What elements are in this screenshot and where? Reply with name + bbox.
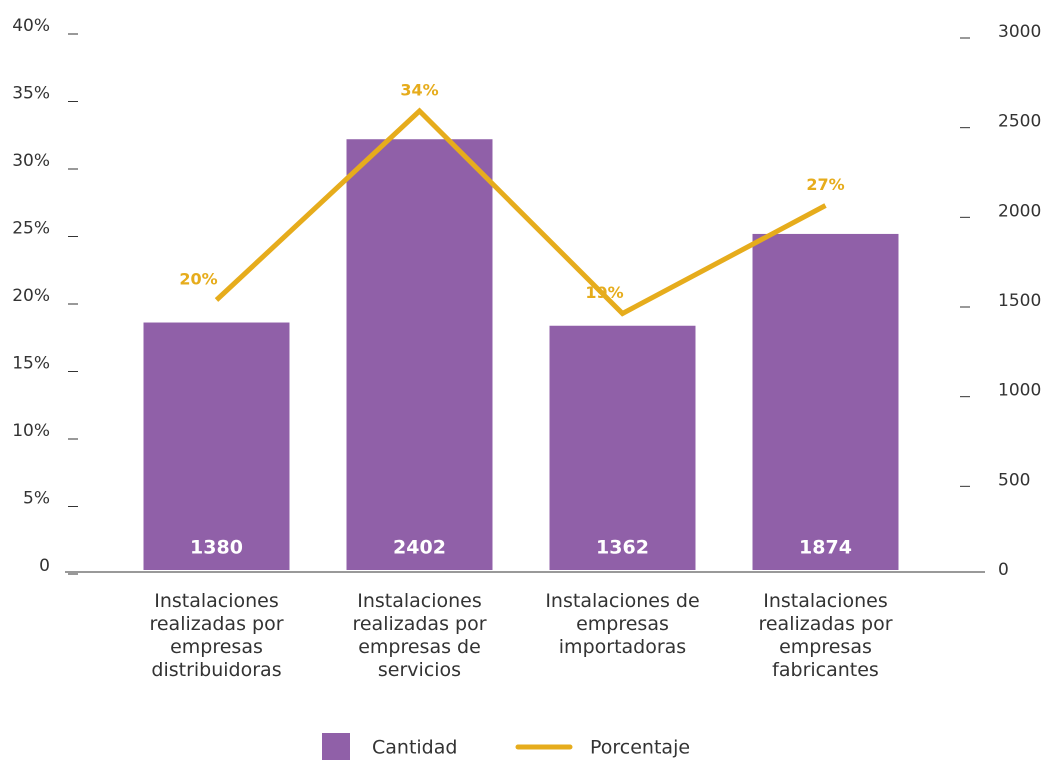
- y2-tick-label: 2500: [998, 112, 1041, 132]
- y2-tick-label: 2000: [998, 201, 1041, 221]
- y-tick-label: 25%: [12, 219, 50, 239]
- y-tick-label: 35%: [12, 84, 50, 104]
- bar: [752, 233, 899, 571]
- bar: [346, 139, 493, 570]
- y2-tick-label: 1500: [998, 291, 1041, 311]
- x-tick-label: Instalaciones realizadas por empresas fa…: [758, 590, 893, 681]
- y-tick-label: 20%: [12, 286, 50, 306]
- bar: [549, 325, 696, 570]
- bar-value-label: 1362: [596, 537, 649, 559]
- bar: [143, 322, 290, 570]
- line-value-label: 20%: [179, 270, 217, 289]
- line-value-label: 19%: [585, 283, 623, 302]
- legend-label: Cantidad: [372, 737, 457, 759]
- y2-tick-label: 3000: [998, 22, 1041, 42]
- line-value-label: 34%: [400, 81, 438, 100]
- y-tick-label: 40%: [12, 16, 50, 36]
- x-tick-label: Instalaciones realizadas por empresas de…: [352, 590, 487, 681]
- y-tick-label: 10%: [12, 421, 50, 441]
- bar-value-label: 1874: [799, 537, 852, 559]
- legend-swatch: [322, 733, 350, 760]
- y-tick-label: 5%: [23, 489, 50, 509]
- y-tick-label: 30%: [12, 151, 50, 171]
- bar-value-label: 2402: [393, 537, 446, 559]
- y-tick-label: 15%: [12, 354, 50, 374]
- y2-tick-label: 0: [998, 560, 1009, 580]
- legend-label: Porcentaje: [590, 737, 690, 759]
- bar-value-label: 1380: [190, 537, 243, 559]
- x-tick-label: Instalaciones realizadas por empresas di…: [149, 590, 284, 681]
- y2-tick-label: 500: [998, 470, 1030, 490]
- y2-tick-label: 1000: [998, 381, 1041, 401]
- line-value-label: 27%: [806, 175, 844, 194]
- line: [214, 107, 827, 317]
- x-tick-label: Instalaciones de empresas importadoras: [545, 590, 700, 658]
- y-tick-label: 0: [39, 556, 50, 576]
